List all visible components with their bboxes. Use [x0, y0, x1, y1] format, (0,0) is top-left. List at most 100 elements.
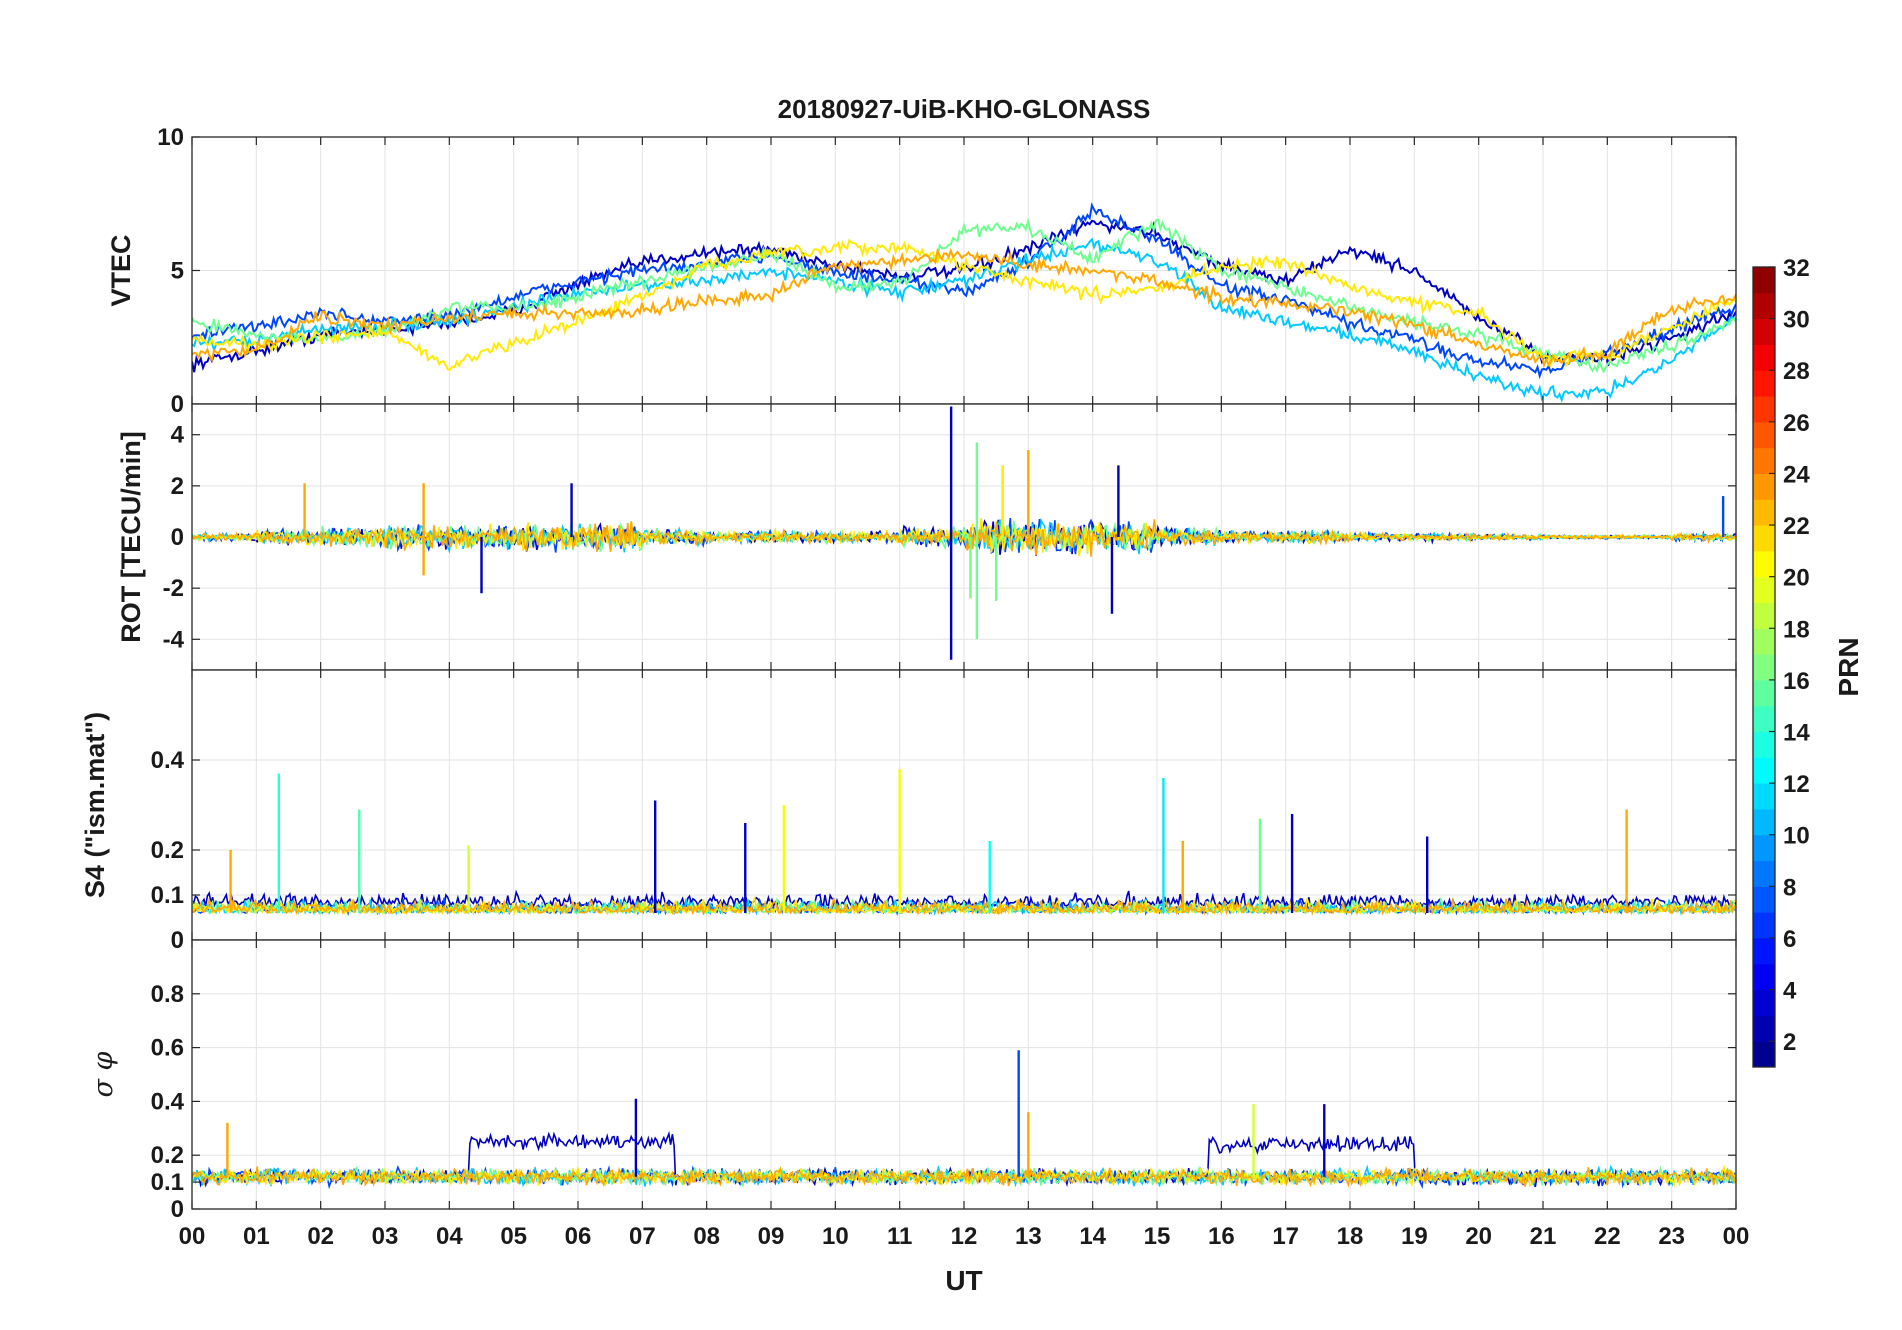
y-tick-label-sigma: 0.6	[151, 1035, 184, 1062]
colorbar-tick-label: 4	[1783, 978, 1797, 1005]
series-group-vtec	[192, 202, 1736, 403]
colorbar-swatch	[1753, 576, 1775, 603]
colorbar-swatch	[1753, 421, 1775, 449]
vtec-series-prn-7	[192, 202, 1736, 380]
y-tick-label-s4: 0	[171, 927, 184, 954]
y-axis-label-vtec: VTEC	[106, 234, 136, 306]
x-tick-label: 17	[1272, 1223, 1299, 1250]
x-tick-label: 15	[1144, 1223, 1171, 1250]
y-tick-label-sigma: 0.8	[151, 981, 184, 1008]
colorbar-swatch	[1753, 550, 1775, 578]
y-tick-label-vtec: 0	[171, 391, 184, 418]
axes-frame-sigma	[191, 939, 1737, 1210]
y-tick-label-sigma: 0.4	[151, 1088, 185, 1115]
x-tick-label: 22	[1594, 1223, 1621, 1250]
s4-series-prn-23	[192, 896, 1736, 916]
rot-series-prn-23	[192, 519, 1736, 557]
colorbar-swatch	[1753, 1041, 1775, 1068]
colorbar-tick-label: 28	[1783, 358, 1810, 385]
y-tick-label-vtec: 5	[171, 258, 184, 285]
colorbar-swatch	[1753, 1015, 1775, 1042]
y-tick-label-sigma: 0.1	[151, 1169, 184, 1196]
colorbar-swatch	[1753, 370, 1775, 397]
colorbar-swatch	[1753, 989, 1775, 1016]
x-tick-label: 13	[1015, 1223, 1042, 1250]
colorbar-swatch	[1753, 808, 1775, 836]
colorbar-tick-label: 22	[1783, 513, 1810, 540]
x-tick-label: 00	[179, 1223, 206, 1250]
x-tick-label: 09	[758, 1223, 785, 1250]
colorbar-tick-label: 24	[1783, 461, 1810, 488]
y-tick-label-sigma: 0	[171, 1196, 184, 1223]
y-axis-label-s4: S4 ("ism.mat")	[80, 712, 110, 898]
x-tick-label: 10	[822, 1223, 849, 1250]
colorbar-tick-label: 32	[1783, 255, 1810, 282]
colorbar-swatch	[1753, 963, 1775, 991]
x-tick-label: 05	[500, 1223, 527, 1250]
x-tick-label: 23	[1658, 1223, 1685, 1250]
x-tick-label: 16	[1208, 1223, 1235, 1250]
colorbar-swatch	[1753, 602, 1775, 629]
colorbar-swatch	[1753, 292, 1775, 320]
colorbar-tick-label: 6	[1783, 926, 1796, 953]
x-tick-label: 00	[1723, 1223, 1750, 1250]
y-tick-label-rot: 4	[171, 422, 185, 449]
x-tick-label: 07	[629, 1223, 656, 1250]
colorbar-swatch	[1753, 396, 1775, 423]
panel-sigma: 00.10.2 0.4 0.6 0.8 σ φ	[88, 939, 1737, 1223]
x-tick-label: 11	[887, 1223, 912, 1250]
x-tick-label: 19	[1401, 1223, 1428, 1250]
y-tick-label-rot: -4	[163, 626, 185, 653]
y-tick-label-rot: -2	[163, 575, 184, 602]
y-tick-label-s4: 0.2	[151, 837, 184, 864]
colorbar-tick-label: 12	[1783, 771, 1810, 798]
colorbar-tick-label: 16	[1783, 668, 1810, 695]
y-axis-label-sigma: σ φ	[88, 1051, 119, 1097]
panel-rot: -4 -2 0 2 4 ROT [TECU/min]	[116, 403, 1737, 671]
colorbar-tick-label: 14	[1783, 720, 1810, 747]
x-tick-label: 04	[436, 1223, 463, 1250]
colorbar-tick-label: 8	[1783, 874, 1796, 901]
s4-series-prn-21	[192, 895, 1736, 916]
x-tick-label: 03	[372, 1223, 399, 1250]
series-group-sigma	[192, 1050, 1736, 1190]
vtec-series-prn-23	[192, 247, 1736, 369]
y-tick-label-rot: 2	[171, 473, 184, 500]
colorbar-swatch	[1753, 860, 1775, 887]
colorbar-swatch	[1753, 757, 1775, 784]
colorbar-swatch	[1753, 705, 1775, 733]
panel-vtec: 0 5 10 VTEC	[106, 124, 1737, 418]
sigma-series-prn-23	[192, 1165, 1736, 1188]
x-tick-label: 01	[243, 1223, 270, 1250]
vtec-series-prn-16	[192, 217, 1736, 374]
x-axis-label: UT	[945, 1265, 982, 1296]
colorbar-swatch	[1753, 679, 1775, 707]
colorbar-swatch	[1753, 654, 1775, 681]
x-tick-label: 02	[307, 1223, 334, 1250]
x-tick-label: 21	[1530, 1223, 1557, 1250]
colorbar-tick-label: 30	[1783, 307, 1810, 334]
colorbar-tick-label: 20	[1783, 565, 1810, 592]
vtec-series-prn-21	[192, 238, 1736, 371]
colorbar-label: PRN	[1833, 637, 1864, 696]
colorbar-swatch	[1753, 525, 1775, 552]
colorbar-swatch	[1753, 628, 1775, 655]
colorbar-tick-label: 2	[1783, 1029, 1796, 1056]
colorbar-swatch	[1753, 731, 1775, 758]
colorbar-frame	[1752, 266, 1776, 1068]
y-tick-label-sigma: 0.2	[151, 1142, 184, 1169]
chart-title: 20180927-UiB-KHO-GLONASS	[778, 94, 1151, 124]
series-group-s4	[192, 769, 1736, 917]
x-tick-label: 18	[1337, 1223, 1364, 1250]
colorbar-swatch	[1753, 834, 1775, 862]
colorbar-swatch	[1753, 937, 1775, 965]
x-tick-label: 12	[951, 1223, 978, 1250]
vtec-series-prn-11	[192, 237, 1736, 403]
x-tick-label: 20	[1465, 1223, 1492, 1250]
colorbar-tick-label: 10	[1783, 823, 1810, 850]
colorbar-swatch	[1753, 783, 1775, 810]
x-tick-label: 06	[565, 1223, 592, 1250]
